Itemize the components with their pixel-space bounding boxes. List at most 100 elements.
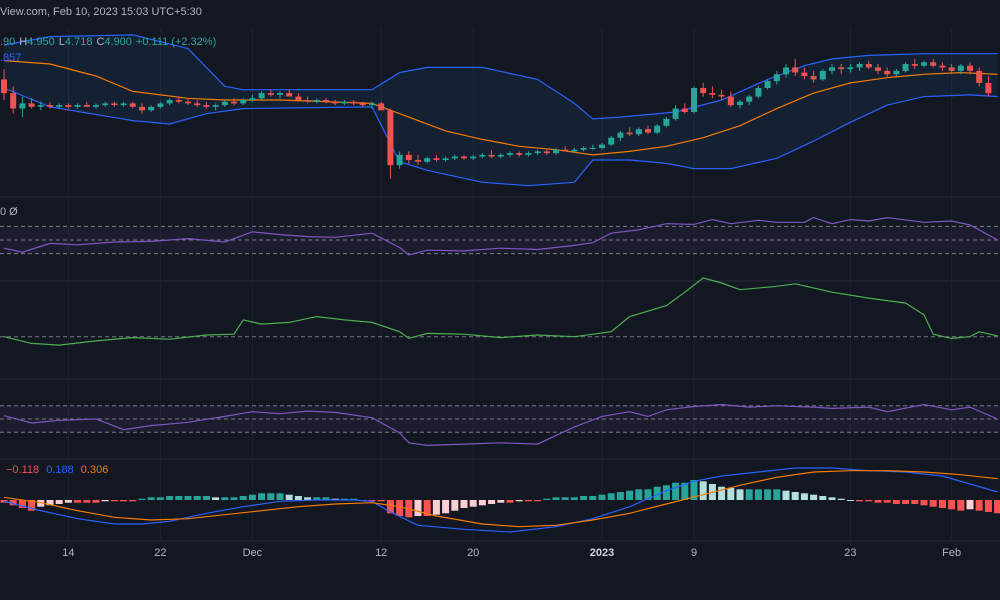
candle xyxy=(930,62,937,66)
macd-histogram-bar xyxy=(754,489,762,500)
macd-histogram-bar xyxy=(37,500,45,507)
macd-line xyxy=(3,467,998,533)
macd-histogram-bar xyxy=(607,493,615,500)
candle xyxy=(589,148,596,149)
candle xyxy=(341,101,348,104)
candle xyxy=(221,101,228,106)
x-tick-label: 12 xyxy=(375,547,387,559)
macd-histogram-bar xyxy=(699,481,707,500)
macd-histogram-bar xyxy=(55,500,63,504)
bollinger-basis-value: .857 xyxy=(0,52,22,64)
macd-histogram-bar xyxy=(883,500,891,503)
candle xyxy=(534,151,541,154)
macd-histogram-bar xyxy=(9,500,17,506)
candle xyxy=(865,64,872,68)
candle xyxy=(203,105,210,107)
macd-histogram-bar xyxy=(460,500,468,508)
candle xyxy=(617,132,624,138)
low-label: L xyxy=(58,36,65,48)
macd-histogram-bar xyxy=(92,500,100,503)
candle xyxy=(185,101,191,104)
x-tick-label: 2023 xyxy=(590,547,614,559)
candle xyxy=(65,105,72,107)
candle xyxy=(47,105,53,107)
candle xyxy=(810,76,817,80)
macd-histogram-bar xyxy=(304,497,312,500)
macd-histogram-bar xyxy=(101,500,109,502)
macd-histogram-bar xyxy=(984,500,992,512)
candle xyxy=(37,105,44,107)
candle xyxy=(93,105,99,107)
macd-histogram-bar xyxy=(340,498,348,500)
candle xyxy=(847,67,854,70)
macd-histogram-bar xyxy=(626,490,634,500)
candle xyxy=(875,67,881,71)
macd-histogram-bar xyxy=(248,494,256,500)
macd-histogram-bar xyxy=(74,500,82,503)
bollinger-band-fill xyxy=(4,34,998,186)
macd-histogram-bar xyxy=(580,496,588,500)
candle xyxy=(939,65,946,68)
candle xyxy=(28,103,35,107)
candle xyxy=(10,93,17,109)
macd-histogram-bar xyxy=(414,500,422,516)
macd-histogram-bar xyxy=(543,498,551,500)
candle xyxy=(700,88,707,94)
macd-histogram-value: −0.118 xyxy=(6,464,40,476)
macd-histogram-bar xyxy=(782,490,790,500)
macd-histogram-bar xyxy=(184,496,192,500)
candle xyxy=(654,125,661,133)
macd-histogram-bar xyxy=(929,500,937,507)
macd-histogram-bar xyxy=(147,497,155,500)
candle xyxy=(1,79,7,94)
macd-histogram-bar xyxy=(442,500,450,514)
candle xyxy=(212,105,219,107)
candle xyxy=(856,64,863,68)
candle xyxy=(240,100,247,104)
macd-histogram-bar xyxy=(350,498,358,500)
macd-histogram-bar xyxy=(129,500,137,502)
macd-legend: −0.118 0.188 0.306 xyxy=(6,464,112,476)
macd-histogram-bar xyxy=(745,489,753,500)
macd-histogram-bar xyxy=(432,500,440,515)
macd-histogram-bar xyxy=(294,496,302,500)
candle xyxy=(608,137,615,145)
low-value: 4.718 xyxy=(64,36,93,48)
macd-histogram-bar xyxy=(672,482,680,500)
candle xyxy=(387,110,394,166)
macd-histogram-bar xyxy=(193,496,201,500)
candle xyxy=(267,93,274,95)
macd-histogram-bar xyxy=(764,489,772,500)
macd-histogram-bar xyxy=(267,493,275,500)
macd-histogram-bar xyxy=(791,492,799,500)
candle xyxy=(727,96,734,106)
macd-histogram-bar xyxy=(727,488,735,500)
candle xyxy=(893,70,900,75)
candle xyxy=(967,65,973,71)
candle xyxy=(783,67,789,75)
candle xyxy=(332,101,339,104)
macd-histogram-bar xyxy=(322,497,330,500)
macd-histogram-bar xyxy=(902,500,910,504)
candle xyxy=(645,129,651,133)
candle xyxy=(571,149,578,152)
candle xyxy=(709,93,716,95)
macd-histogram-bar xyxy=(377,500,385,502)
macd-histogram-bar xyxy=(874,500,882,503)
candle xyxy=(295,96,302,100)
close-value: 4.900 xyxy=(104,36,132,48)
macd-histogram-bar xyxy=(156,497,164,500)
macd-histogram-bar xyxy=(662,485,670,500)
macd-histogram-bar xyxy=(488,500,496,504)
macd-histogram-bar xyxy=(175,496,183,500)
macd-histogram-bar xyxy=(938,500,946,508)
x-tick-label: 23 xyxy=(844,547,856,559)
macd-histogram-bar xyxy=(396,500,404,516)
candle xyxy=(120,103,127,106)
candle xyxy=(479,154,486,157)
high-label: H xyxy=(19,36,28,48)
macd-histogram-bar xyxy=(239,496,247,500)
candle xyxy=(562,149,569,152)
macd-histogram-bar xyxy=(18,500,26,508)
